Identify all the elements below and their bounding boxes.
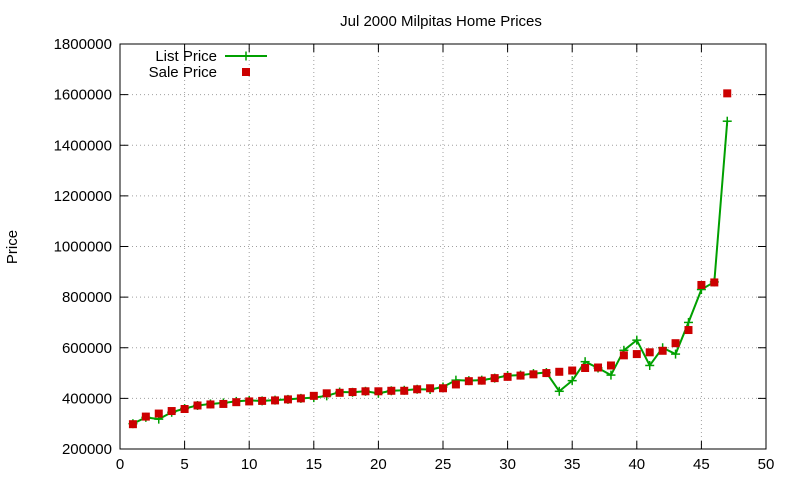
list-price-point xyxy=(683,317,693,327)
sale-price-point xyxy=(206,400,215,409)
sale-price-point xyxy=(413,385,422,394)
series-layer xyxy=(128,89,732,429)
sale-price-point xyxy=(671,339,680,348)
sale-price-point xyxy=(426,384,435,393)
sale-price-point xyxy=(439,384,447,393)
sale-price-point xyxy=(723,89,732,98)
sale-price-point xyxy=(128,420,137,429)
y-tick-label: 1600000 xyxy=(54,87,112,104)
sale-price-point xyxy=(568,366,577,375)
x-tick-label: 10 xyxy=(241,456,258,473)
sale-price-point xyxy=(296,394,305,403)
list-price-point xyxy=(645,360,655,370)
sale-price-point xyxy=(322,389,331,398)
list-price-point xyxy=(606,370,616,380)
x-tick-label: 50 xyxy=(758,456,775,473)
sale-price-point xyxy=(697,280,706,289)
x-tick-label: 0 xyxy=(116,456,124,473)
y-tick-label: 1200000 xyxy=(54,188,112,205)
sale-price-point xyxy=(193,401,202,410)
x-tick-label: 25 xyxy=(435,456,452,473)
sale-price-point xyxy=(283,395,292,404)
sale-price-point xyxy=(555,367,564,376)
series-1 xyxy=(128,89,732,429)
legend-label: Sale Price xyxy=(149,64,217,81)
list-price-point xyxy=(554,386,564,396)
sale-price-point xyxy=(529,370,538,379)
sale-price-point xyxy=(684,326,693,335)
y-tick-label: 200000 xyxy=(62,441,112,458)
y-axis: 200000 400000 600000 800000 1000000 1200000 14… xyxy=(54,36,766,458)
sale-price-point xyxy=(387,386,396,395)
x-tick-label: 20 xyxy=(370,456,387,473)
chart-title: Jul 2000 Milpitas Home Prices xyxy=(340,13,542,30)
x-tick-label: 40 xyxy=(628,456,645,473)
sale-price-point xyxy=(335,388,344,397)
x-tick-label: 45 xyxy=(693,456,710,473)
y-tick-label: 1800000 xyxy=(54,36,112,53)
sale-price-point xyxy=(245,397,254,406)
sale-price-point xyxy=(451,380,460,389)
legend-marker xyxy=(242,68,250,76)
y-tick-label: 600000 xyxy=(62,340,112,357)
y-tick-label: 800000 xyxy=(62,289,112,306)
sale-price-point xyxy=(180,405,189,414)
x-tick-label: 35 xyxy=(564,456,581,473)
sale-price-point xyxy=(348,388,357,397)
sale-price-point xyxy=(309,391,318,400)
y-tick-label: 1400000 xyxy=(54,137,112,154)
sale-price-point xyxy=(271,396,280,405)
sale-price-point xyxy=(516,371,525,380)
list-price-point xyxy=(567,376,577,386)
sale-price-point xyxy=(219,399,228,408)
sale-price-point xyxy=(490,374,499,383)
series-line xyxy=(132,121,729,425)
list-price-point xyxy=(671,349,681,359)
y-tick-label: 1000000 xyxy=(54,239,112,256)
sale-price-point xyxy=(632,350,641,359)
sale-price-point xyxy=(503,372,512,381)
sale-price-point xyxy=(658,346,667,355)
sale-price-point xyxy=(374,387,383,396)
x-axis: 0 5 10 15 20 25 30 35 40 45 50 xyxy=(116,44,775,473)
sale-price-point xyxy=(361,387,370,396)
sale-price-point xyxy=(594,363,603,372)
y-tick-label: 400000 xyxy=(62,390,112,407)
x-tick-label: 30 xyxy=(499,456,516,473)
y-axis-label: Price xyxy=(4,230,21,264)
list-price-point xyxy=(722,116,732,126)
sale-price-point xyxy=(619,351,628,360)
sale-price-point xyxy=(477,376,486,385)
sale-price-point xyxy=(154,409,163,418)
x-tick-label: 5 xyxy=(180,456,188,473)
x-tick-label: 15 xyxy=(305,456,322,473)
sale-price-point xyxy=(645,348,654,357)
sale-price-point xyxy=(542,369,551,378)
list-price-point xyxy=(632,335,642,345)
sale-price-point xyxy=(710,278,719,287)
sale-price-point xyxy=(400,386,409,395)
series-0 xyxy=(128,116,732,429)
sale-price-point xyxy=(141,412,150,421)
legend-label: List Price xyxy=(155,48,217,65)
sale-price-point xyxy=(464,377,473,386)
sale-price-point xyxy=(258,396,267,405)
sale-price-point xyxy=(167,407,176,416)
sale-price-point xyxy=(581,364,590,372)
sale-price-point xyxy=(606,361,615,370)
sale-price-point xyxy=(232,398,241,407)
legend-marker xyxy=(241,51,251,61)
